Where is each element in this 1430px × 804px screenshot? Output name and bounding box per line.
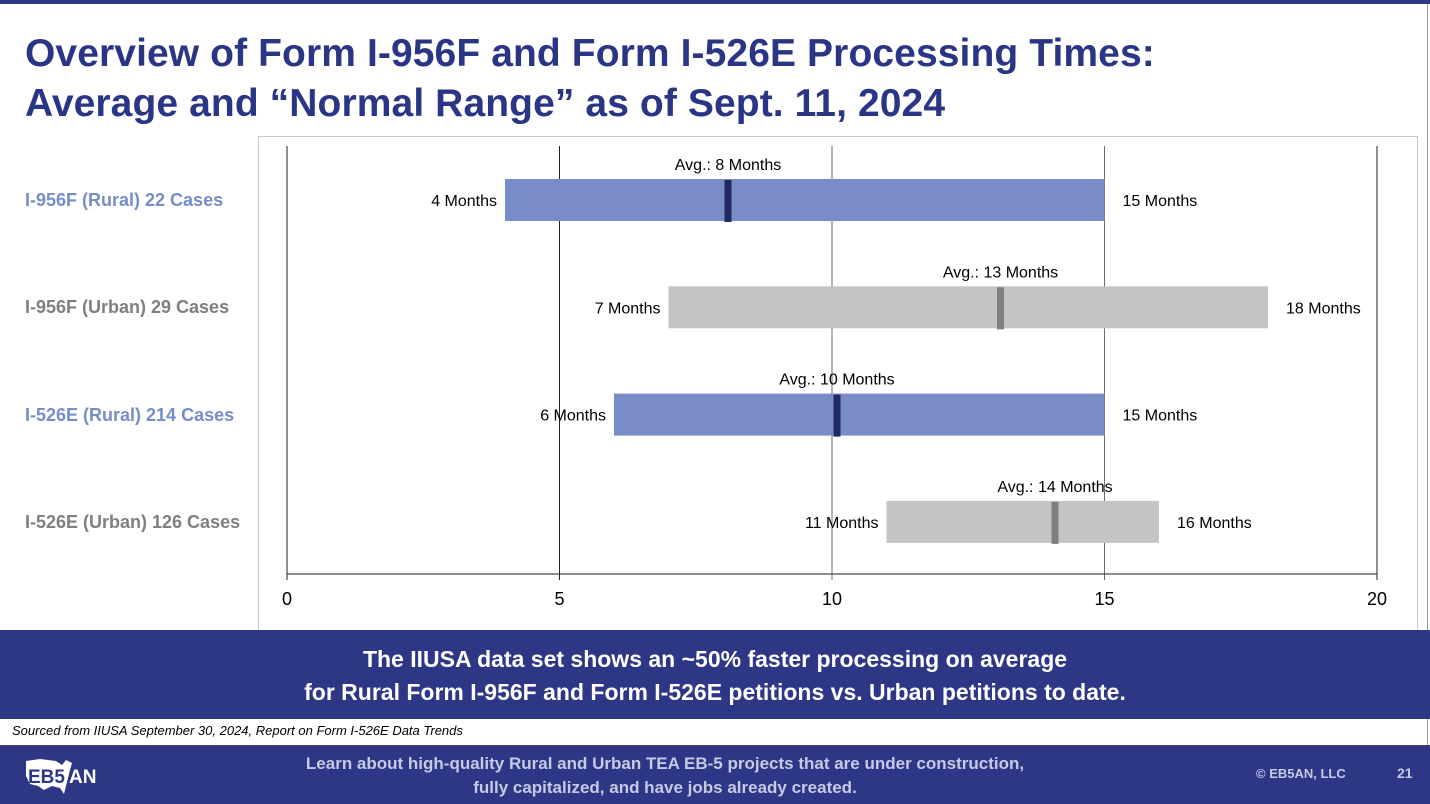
- average-marker: [997, 287, 1004, 330]
- category-label: I-526E (Rural) 214 Cases: [25, 404, 235, 425]
- average-label: Avg.: 14 Months: [997, 479, 1112, 496]
- footer: EB5 AN Learn about high-quality Rural an…: [0, 745, 1430, 804]
- max-label: 16 Months: [1177, 515, 1252, 532]
- logo-eb5-text: EB5: [28, 767, 65, 788]
- category-label: I-956F (Rural) 22 Cases: [25, 190, 224, 210]
- page-number: 21: [1397, 765, 1413, 781]
- max-label: 18 Months: [1286, 300, 1361, 317]
- average-label: Avg.: 8 Months: [675, 157, 781, 174]
- min-label: 7 Months: [595, 300, 661, 317]
- range-bar: [614, 393, 1105, 436]
- top-rule: [0, 0, 1430, 4]
- average-label: Avg.: 13 Months: [943, 264, 1058, 281]
- slide-title: Overview of Form I-956F and Form I-526E …: [25, 29, 1155, 129]
- eb5an-logo: EB5 AN: [26, 759, 96, 794]
- average-label: Avg.: 10 Months: [779, 372, 894, 389]
- footer-line-2: fully capitalized, and have jobs already…: [473, 778, 857, 797]
- average-marker: [1051, 501, 1059, 544]
- banner-line-2: for Rural Form I-956F and Form I-526E pe…: [304, 679, 1126, 705]
- average-marker: [833, 394, 841, 437]
- max-label: 15 Months: [1123, 193, 1198, 210]
- footer-cta: Learn about high-quality Rural and Urban…: [0, 752, 1330, 800]
- x-tick-label: 0: [282, 589, 292, 609]
- x-tick-label: 10: [822, 589, 842, 609]
- summary-banner: The IIUSA data set shows an ~50% faster …: [0, 630, 1430, 719]
- max-label: 15 Months: [1123, 408, 1198, 425]
- copyright: © EB5AN, LLC: [1256, 766, 1346, 781]
- range-bar: [505, 179, 1105, 221]
- range-bar: [668, 286, 1268, 329]
- x-tick-label: 15: [1094, 589, 1114, 609]
- us-map-icon: [26, 759, 72, 794]
- average-marker: [724, 180, 732, 222]
- slide-edge: [1427, 4, 1428, 745]
- min-label: 4 Months: [431, 193, 497, 210]
- category-label: I-956F (Urban) 29 Cases: [25, 297, 230, 318]
- x-tick-label: 20: [1367, 589, 1387, 609]
- category-label: I-526E (Urban) 126 Cases: [25, 511, 241, 532]
- title-line-1: Overview of Form I-956F and Form I-526E …: [25, 32, 1155, 75]
- min-label: 6 Months: [540, 408, 606, 425]
- min-label: 11 Months: [805, 515, 879, 532]
- chart-frame: [258, 136, 1418, 630]
- range-chart: 0 5 10 15 20 4 Months 15 Months Avg.: 8 Months 7…: [282, 146, 1387, 609]
- range-bar: [886, 500, 1159, 543]
- banner-line-1: The IIUSA data set shows an ~50% faster …: [362, 646, 1068, 672]
- logo-an-text: AN: [69, 767, 96, 788]
- title-line-2: Average and “Normal Range” as of Sept. 1…: [25, 82, 946, 125]
- x-tick-label: 5: [554, 589, 564, 609]
- footer-line-1: Learn about high-quality Rural and Urban…: [305, 754, 1025, 773]
- source-note: Sourced from IIUSA September 30, 2024, R…: [12, 723, 463, 738]
